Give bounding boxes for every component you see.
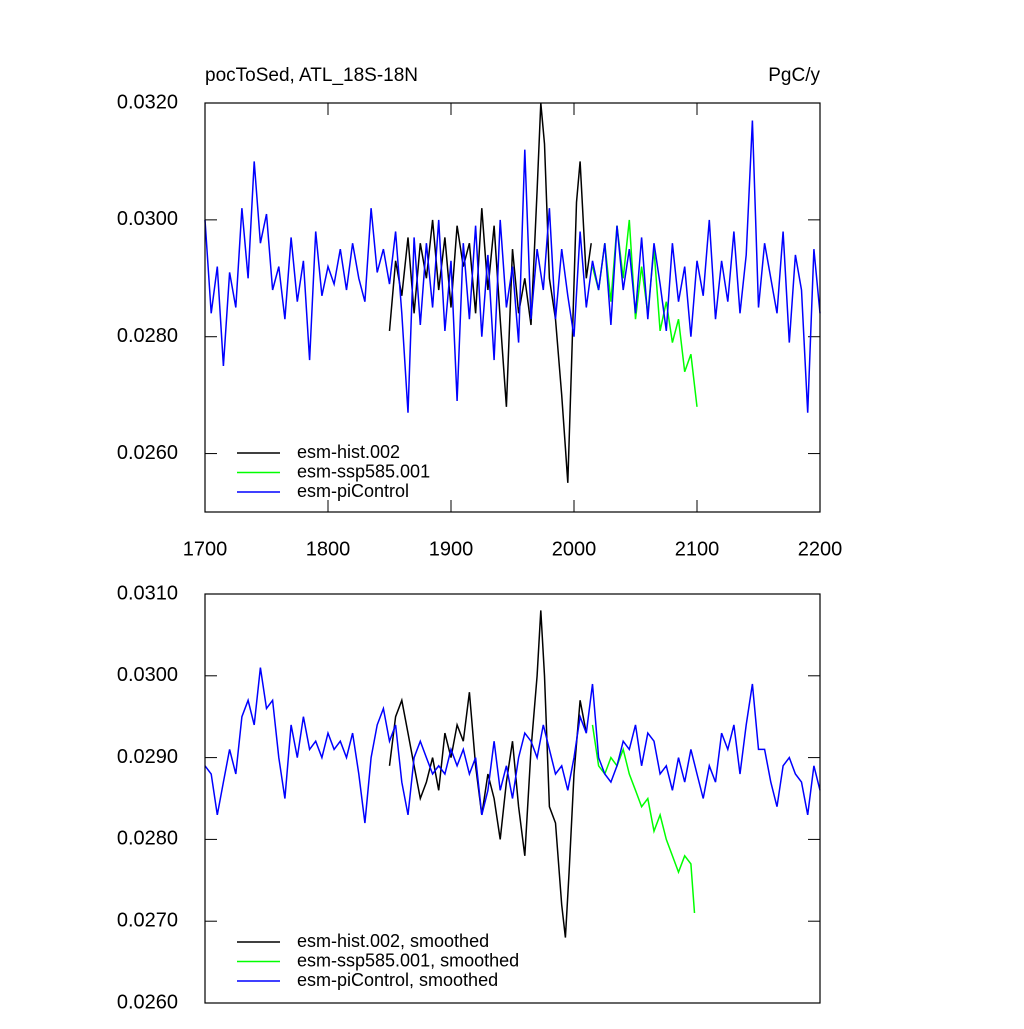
plot-frame	[204, 593, 821, 1004]
y-tick-label: 0.0280	[117, 828, 178, 850]
y-tick-label: 0.0270	[117, 909, 178, 931]
legend-label: esm-hist.002	[297, 442, 400, 462]
data-line	[388, 610, 588, 938]
legend-label: esm-hist.002, smoothed	[297, 931, 489, 951]
units-label: PgC/y	[768, 65, 820, 86]
x-tick-label: 2100	[675, 538, 720, 560]
data-line	[204, 120, 821, 413]
y-tick-label: 0.0300	[117, 208, 178, 230]
x-tick-label: 1800	[306, 538, 351, 560]
plot-frame	[204, 102, 821, 513]
chart-title: pocToSed, ATL_18S-18N	[205, 65, 418, 86]
data-line	[591, 724, 696, 914]
x-tick-label: 2200	[798, 538, 843, 560]
x-tick-label: 2000	[552, 538, 597, 560]
x-tick-label: 1700	[183, 538, 228, 560]
y-tick-label: 0.0300	[117, 664, 178, 686]
data-line	[204, 667, 821, 824]
y-tick-label: 0.0310	[117, 582, 178, 604]
legend-label: esm-piControl	[297, 481, 409, 501]
legend-label: esm-ssp585.001, smoothed	[297, 950, 519, 970]
y-tick-label: 0.0280	[117, 325, 178, 347]
y-tick-label: 0.0290	[117, 746, 178, 768]
legend-label: esm-ssp585.001	[297, 461, 430, 481]
x-tick-label: 1900	[429, 538, 474, 560]
data-line	[591, 219, 698, 407]
data-line	[388, 102, 592, 483]
y-tick-label: 0.0260	[117, 442, 178, 464]
legend-label: esm-piControl, smoothed	[297, 970, 498, 990]
y-tick-label: 0.0260	[117, 991, 178, 1013]
y-tick-label: 0.0320	[117, 91, 178, 113]
